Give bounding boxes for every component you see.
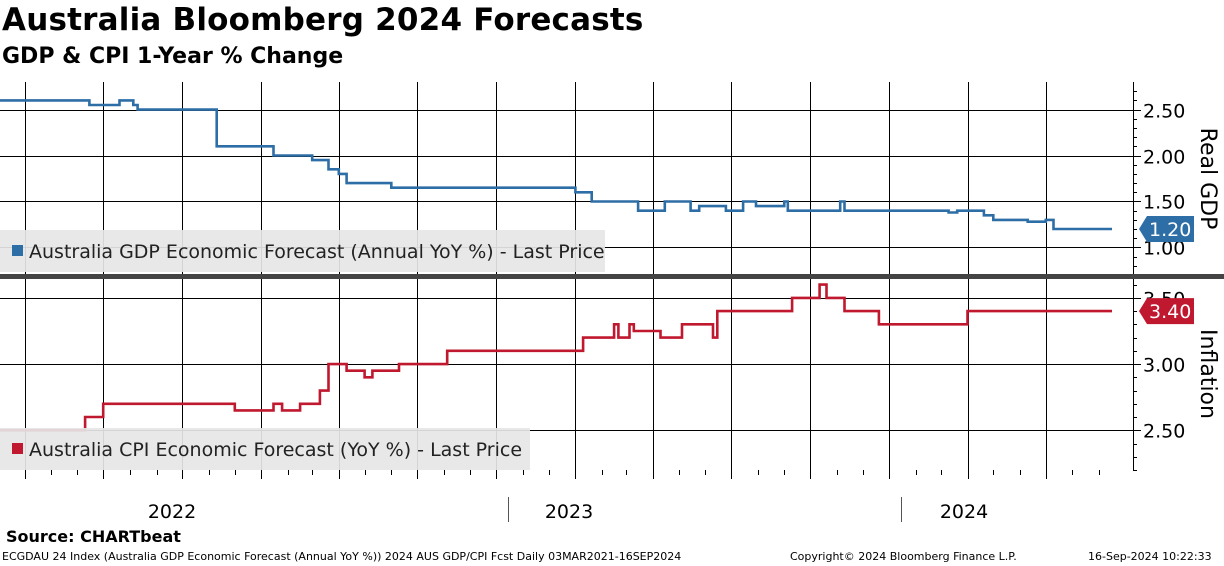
series-layer <box>0 99 1112 432</box>
chart-title: Australia Bloomberg 2024 Forecasts <box>2 2 644 38</box>
legend-box <box>0 428 530 470</box>
panel-divider <box>0 274 1224 279</box>
footer-ticker-info: ECGDAU 24 Index (Australia GDP Economic … <box>2 550 682 563</box>
gdp-series-line <box>0 99 1112 231</box>
last-price-value: 3.40 <box>1149 301 1191 323</box>
footer-timestamp: 16-Sep-2024 10:22:33 <box>1088 550 1212 563</box>
x-tick-label-year: 2022 <box>148 501 196 523</box>
y-tick-label: 2.00 <box>1143 147 1185 169</box>
label-layer: 1.20 3.40 <box>1139 216 1194 325</box>
legend-layer: Australia GDP Economic Forecast (Annual … <box>0 230 605 470</box>
footer-copyright: Copyright© 2024 Bloomberg Finance L.P. <box>790 550 1017 563</box>
legend-swatch <box>12 443 23 454</box>
y-tick-label: 3.00 <box>1143 355 1185 377</box>
legend-label: Australia GDP Economic Forecast (Annual … <box>29 241 605 263</box>
source-note: Source: CHARTbeat <box>6 527 181 546</box>
legend-swatch <box>12 245 23 256</box>
y-axis-title-gdp: Real GDP <box>1195 128 1220 230</box>
y-tick-label: 2.50 <box>1143 101 1185 123</box>
gdp-last-price-tag <box>1139 216 1194 243</box>
cpi-last-price-tag <box>1139 298 1194 325</box>
cpi-series-line <box>0 283 1112 432</box>
x-tick-label-year: 2023 <box>545 501 593 523</box>
last-price-value: 1.20 <box>1149 219 1191 241</box>
legend-label: Australia CPI Economic Forecast (YoY %) … <box>29 439 522 461</box>
y-tick-label: 2.50 <box>1143 421 1185 443</box>
y-axis-title-inflation: Inflation <box>1195 329 1220 419</box>
x-tick-label-year: 2024 <box>940 501 988 523</box>
legend-box <box>0 230 605 272</box>
y-tick-label: 1.50 <box>1143 192 1185 214</box>
y-tick-label: 1.00 <box>1143 238 1185 260</box>
chart-subtitle: GDP & CPI 1-Year % Change <box>2 44 344 69</box>
